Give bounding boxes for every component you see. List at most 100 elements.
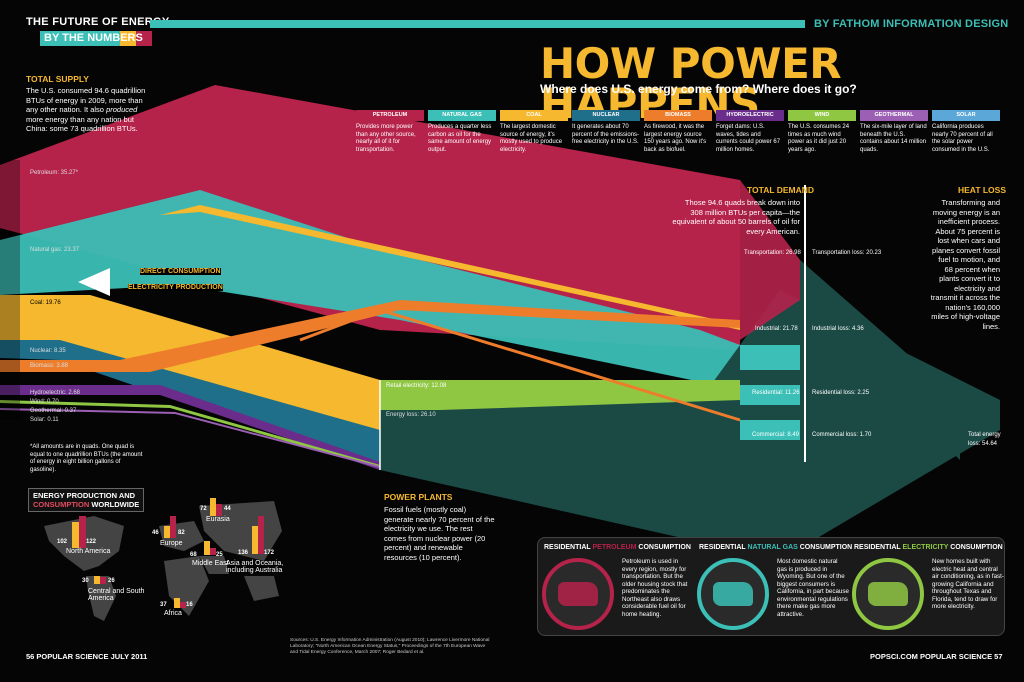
flow-petroleum — [0, 85, 740, 350]
legend-desc: The U.S. consumes 24 times as much wind … — [788, 124, 850, 153]
bar-sa-production — [94, 576, 100, 584]
legend-tag: SOLAR — [932, 110, 1000, 121]
label-total-loss-2: loss: 54.64 — [968, 441, 998, 447]
legend-tag: NATURAL GAS — [428, 110, 496, 121]
label-residential: Residential: 11.26 — [752, 390, 800, 396]
bar-asia-production — [252, 526, 258, 554]
heat-loss-heading: HEAT LOSS — [958, 185, 1007, 195]
legend-desc: It generates about 70 percent of the emi… — [572, 124, 640, 145]
direct-consumption-label: DIRECT CONSUMPTION — [140, 268, 221, 275]
us-map-icon — [713, 582, 753, 606]
legend-tag: GEOTHERMAL — [860, 110, 928, 121]
eurasia-production-value: 72 — [200, 506, 207, 512]
total-demand-text: Those 94.6 quads break down into 308 mil… — [672, 198, 800, 236]
bar-na-production — [72, 522, 79, 548]
flow-transportation — [740, 180, 800, 340]
flow-orange-lines — [299, 308, 741, 422]
byline: BY FATHOM INFORMATION DESIGN — [814, 18, 1009, 30]
flow-natural-gas — [0, 190, 740, 390]
us-map-circle — [852, 558, 924, 630]
flow-biomass — [0, 300, 740, 372]
asia-consumption-value: 172 — [264, 550, 275, 556]
legend-item-petroleum: PETROLEUM Provides more power than any ot… — [356, 110, 424, 154]
africa-production-value: 37 — [160, 602, 167, 608]
label-industrial-loss: Industrial loss: 4.36 — [812, 326, 864, 332]
us-map-circle — [542, 558, 614, 630]
eu-label: Europe — [160, 540, 183, 547]
by-numbers-badge — [40, 31, 152, 46]
power-plants-text: Fossil fuels (mostly coal) generate near… — [384, 505, 495, 562]
legend-item-biomass: BIOMASS As firewood, it was the largest e… — [644, 110, 712, 154]
bar-eu-consumption — [170, 516, 176, 538]
sources-note: Sources: U.S. Energy Information Adminis… — [290, 638, 490, 655]
flow-industrial — [740, 345, 800, 370]
label-petroleum: Petroleum: 35.27* — [30, 170, 79, 176]
legend-item-hydroelectric: HYDROELECTRIC Forget dams: U.S. waves, ti… — [716, 110, 784, 154]
label-transportation-loss: Transportation loss: 20.23 — [812, 250, 882, 256]
source-legend: PETROLEUM Provides more power than any ot… — [356, 110, 1004, 160]
eu-consumption-value: 82 — [178, 530, 185, 536]
asia-label: Asia and Oceania, including Australia — [226, 560, 284, 574]
us-map-icon — [558, 582, 598, 606]
eu-production-value: 46 — [152, 530, 159, 536]
flow-energy-loss — [380, 290, 1000, 560]
bar-me-consumption — [210, 548, 216, 555]
residential-text: Petroleum is used in every region, mostl… — [622, 558, 688, 618]
legend-item-geothermal: GEOTHERMAL The six-mile layer of land ben… — [860, 110, 928, 154]
label-industrial: Industrial: 21.78 — [755, 326, 798, 332]
residential-title: RESIDENTIAL NATURAL GAS CONSUMPTION — [699, 544, 853, 551]
section-subtitle: BY THE NUMBERS — [44, 32, 143, 44]
footnote: *All amounts are in quads. One quad is e… — [30, 444, 143, 473]
legend-desc: Provides more power than any other sourc… — [356, 124, 416, 153]
me-consumption-value: 25 — [216, 552, 223, 558]
legend-item-coal: COAL The largest domestic source of energ… — [500, 110, 568, 154]
bar-sa-consumption — [100, 577, 106, 584]
residential-text: New homes built with electric heat and c… — [932, 558, 1004, 610]
bar-eurasia-production — [210, 498, 216, 516]
asia-production-value: 136 — [238, 550, 249, 556]
label-natural-gas: Natural gas: 23.37 — [30, 247, 80, 253]
section-title: THE FUTURE OF ENERGY — [26, 16, 170, 28]
flow-residential — [740, 385, 800, 405]
footer-right: POPSCI.COM POPULAR SCIENCE 57 — [870, 652, 1003, 661]
legend-item-natural-gas: NATURAL GAS Produces a quarter less carbo… — [428, 110, 496, 154]
world-map — [44, 501, 282, 621]
label-solar: Solar: 0.11 — [30, 417, 59, 423]
eurasia-label: Eurasia — [206, 516, 230, 523]
legend-tag: BIOMASS — [644, 110, 712, 121]
bar-eurasia-consumption — [216, 504, 222, 516]
me-production-value: 68 — [190, 552, 197, 558]
bar-eu-production — [164, 526, 170, 538]
legend-desc: Forget dams: U.S. waves, tides and curre… — [716, 124, 781, 153]
flow-nuclear — [0, 340, 380, 470]
bar-africa-production — [174, 598, 180, 608]
na-consumption-value: 122 — [86, 539, 97, 545]
page-subtitle: Where does U.S. energy come from? Where … — [540, 82, 857, 96]
legend-desc: Produces a quarter less carbon as oil fo… — [428, 124, 492, 153]
bar-asia-consumption — [258, 516, 264, 554]
label-residential-loss: Residential loss: 2.25 — [812, 390, 870, 396]
legend-item-solar: SOLAR California produces nearly 70 perce… — [932, 110, 1000, 154]
label-biomass: Biomass: 3.88 — [30, 363, 69, 369]
bar-me-production — [204, 541, 210, 555]
residential-title: RESIDENTIAL ELECTRICITY CONSUMPTION — [854, 544, 1003, 551]
sa-label: Central and South America — [88, 588, 145, 602]
label-retail-electricity: Retail electricity: 12.08 — [386, 383, 447, 389]
world-panel: ENERGY PRODUCTION AND CONSUMPTION WORLDW… — [24, 486, 286, 634]
heat-loss-text: Transforming and moving energy is an ine… — [930, 198, 1000, 331]
label-transportation: Transportation: 26.98 — [744, 250, 801, 256]
label-total-loss-1: Total energy — [968, 432, 1001, 438]
africa-label: Africa — [164, 610, 182, 617]
flow-loss-right — [800, 260, 960, 460]
eurasia-consumption-value: 44 — [224, 506, 231, 512]
flow-retail-electricity — [380, 380, 740, 410]
residential-title: RESIDENTIAL PETROLEUM CONSUMPTION — [544, 544, 691, 551]
legend-item-nuclear: NUCLEAR It generates about 70 percent of … — [572, 110, 640, 147]
legend-desc: The six-mile layer of land beneath the U… — [860, 124, 927, 153]
legend-tag: COAL — [500, 110, 568, 121]
sa-consumption-value: 26 — [108, 578, 115, 584]
me-label: Middle East — [192, 560, 229, 567]
residential-panel: RESIDENTIAL PETROLEUM CONSUMPTION Petrole… — [537, 537, 1005, 636]
na-label: North America — [66, 548, 111, 555]
